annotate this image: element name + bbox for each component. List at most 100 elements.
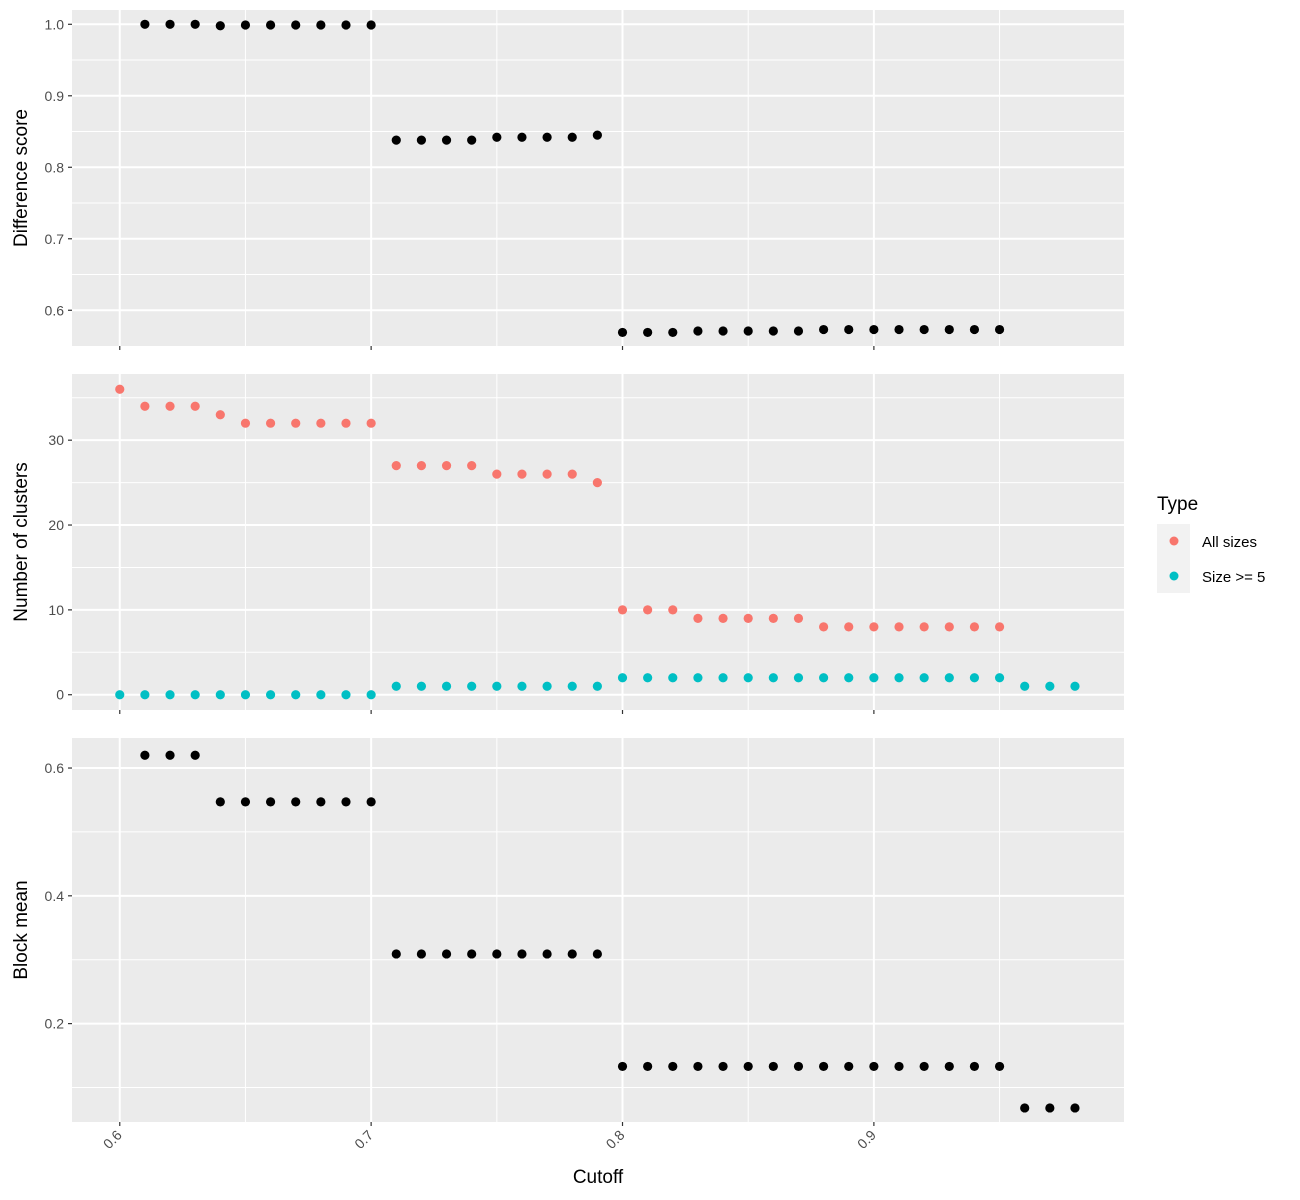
data-point	[592, 478, 602, 488]
data-point	[1070, 1103, 1080, 1113]
data-point	[391, 681, 401, 691]
data-point	[693, 326, 703, 336]
data-point	[894, 324, 904, 335]
y-tick-label: 1.0	[45, 16, 65, 32]
data-point	[115, 690, 125, 700]
legend-title: Type	[1157, 494, 1198, 515]
data-point	[416, 681, 427, 691]
legend: Type All sizes Size >= 5	[1157, 494, 1265, 593]
data-point	[190, 19, 200, 29]
x-axis-title: Cutoff	[573, 1167, 624, 1188]
y-axis-title: Block mean	[11, 880, 32, 979]
data-point	[793, 1061, 804, 1072]
data-point	[919, 324, 929, 335]
data-point	[517, 469, 527, 479]
legend-label-size-ge-5: Size >= 5	[1202, 569, 1265, 586]
data-point	[693, 613, 703, 623]
data-point	[944, 324, 954, 335]
data-point	[1020, 681, 1030, 691]
data-point	[617, 327, 628, 338]
data-point	[693, 1061, 703, 1072]
data-point	[291, 418, 301, 428]
data-point	[668, 605, 678, 615]
data-point	[316, 797, 326, 807]
data-point	[190, 690, 200, 700]
data-point	[140, 690, 150, 700]
data-point	[768, 613, 778, 623]
data-point	[341, 797, 351, 807]
data-point	[316, 20, 326, 30]
data-point	[366, 797, 376, 807]
data-point	[492, 469, 502, 479]
data-point	[165, 750, 175, 760]
data-point	[844, 622, 854, 632]
data-point	[316, 418, 326, 428]
data-point	[517, 681, 527, 691]
data-point	[416, 949, 427, 959]
data-point	[140, 19, 150, 29]
data-point	[969, 622, 980, 632]
data-point	[844, 673, 854, 683]
data-point	[869, 673, 879, 683]
data-point	[819, 1061, 829, 1072]
data-point	[492, 132, 502, 142]
y-tick-label: 0.7	[45, 231, 65, 247]
data-point	[819, 324, 829, 335]
data-point	[140, 750, 150, 760]
data-point	[291, 797, 301, 807]
panel-3: 0.2 0.4 0.6 Block mean	[11, 738, 1124, 1126]
y-tick-label: 0.9	[45, 88, 65, 104]
data-point	[542, 132, 552, 142]
data-point	[793, 613, 804, 623]
data-point	[391, 949, 401, 959]
panel-1: 0.6 0.7 0.8 0.9 1.0 Difference score	[11, 10, 1124, 350]
data-point	[643, 673, 653, 683]
data-point	[517, 949, 527, 959]
data-point	[894, 622, 904, 632]
data-point	[592, 130, 602, 140]
data-point	[617, 1061, 628, 1072]
data-point	[592, 681, 602, 691]
data-point	[994, 622, 1005, 632]
data-point	[291, 20, 301, 30]
y-tick-label: 0.6	[45, 760, 65, 776]
data-point	[668, 327, 678, 338]
data-point	[416, 461, 427, 471]
data-point	[215, 410, 225, 420]
y-axis-title: Number of clusters	[11, 462, 32, 621]
data-point	[994, 673, 1005, 683]
panel-2: 0 10 20 30 Number of clusters	[11, 374, 1124, 714]
data-point	[944, 622, 954, 632]
data-point	[693, 673, 703, 683]
data-point	[718, 673, 728, 683]
data-point	[1045, 681, 1055, 691]
data-point	[165, 690, 175, 700]
data-point	[366, 20, 376, 30]
y-tick-label: 10	[48, 602, 64, 618]
data-point	[1070, 681, 1080, 691]
data-point	[366, 418, 376, 428]
data-point	[265, 797, 276, 807]
legend-key-background	[1157, 524, 1190, 593]
x-tick-label: 0.9	[854, 1127, 879, 1152]
panel-background	[72, 738, 1124, 1122]
data-point	[215, 797, 225, 807]
data-point	[743, 613, 753, 623]
data-point	[115, 384, 125, 394]
data-point	[140, 401, 150, 411]
data-point	[467, 135, 477, 145]
data-point	[944, 1061, 954, 1072]
data-point	[467, 681, 477, 691]
data-point	[240, 690, 251, 700]
legend-key-size-ge-5	[1169, 571, 1179, 581]
data-point	[215, 690, 225, 700]
y-tick-label: 30	[48, 432, 64, 448]
data-point	[441, 681, 452, 691]
data-point	[894, 673, 904, 683]
data-point	[869, 1061, 879, 1072]
data-point	[316, 690, 326, 700]
data-point	[567, 132, 577, 142]
data-point	[467, 949, 477, 959]
data-point	[265, 418, 276, 428]
